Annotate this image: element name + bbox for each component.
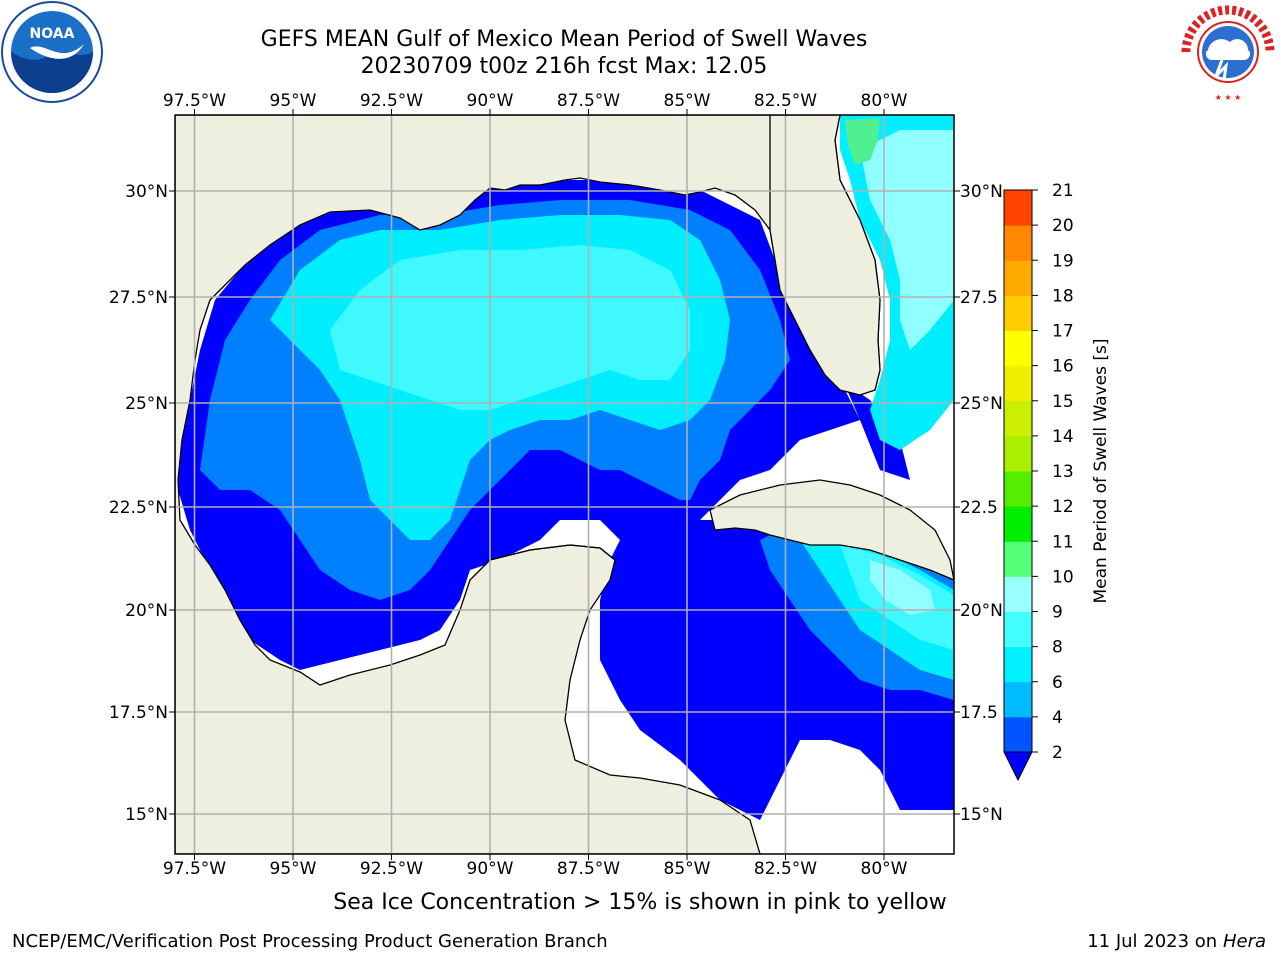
lon-label: 90°W [467, 91, 514, 111]
colorbar-segment [1004, 716, 1032, 753]
lat-label: 30°N [125, 182, 168, 202]
colorbar-tick-label: 18 [1052, 286, 1074, 306]
lon-label: 82.5°W [754, 91, 817, 111]
map-frame [174, 114, 955, 855]
colorbar-segment [1004, 541, 1032, 577]
lon-label: 80°W [861, 859, 908, 879]
lon-label: 97.5°W [163, 859, 226, 879]
colorbar-tick-label: 17 [1052, 322, 1074, 342]
lat-label: 20°N [960, 601, 1003, 621]
sea-ice-note: Sea Ice Concentration > 15% is shown in … [333, 890, 947, 915]
land-cuba [709, 479, 954, 581]
colorbar-tick-label: 10 [1052, 567, 1074, 587]
lat-labels-right: 30°N 27.5 25°N 22.5 20°N 17.5 15°N [960, 182, 1003, 825]
lon-label: 85°W [664, 91, 711, 111]
footer-machine: Hera [1222, 931, 1266, 952]
land-florida [769, 115, 881, 396]
chart-title: GEFS MEAN Gulf of Mexico Mean Period of … [260, 27, 868, 52]
colorbar-tick-label: 14 [1052, 427, 1074, 447]
lon-label: 92.5°W [360, 91, 423, 111]
colorbar-tick-label: 15 [1052, 392, 1074, 412]
lat-label: 15°N [960, 805, 1003, 825]
colorbar-segment [1004, 330, 1032, 367]
colorbar-tick-label: 8 [1052, 638, 1063, 658]
colorbar-segment [1004, 681, 1032, 718]
map-area [175, 115, 954, 854]
colorbar-tick-label: 6 [1052, 673, 1063, 693]
colorbar-segment [1004, 190, 1032, 226]
noaa-logo: NOAA [1, 1, 103, 103]
lat-label: 30°N [960, 182, 1003, 202]
noaa-logo-text: NOAA [30, 26, 75, 42]
chart-subtitle: 20230709 t00z 216h fcst Max: 12.05 [360, 54, 768, 79]
lon-label: 87.5°W [557, 859, 620, 879]
footer-credit: NCEP/EMC/Verification Post Processing Pr… [12, 931, 608, 952]
lat-label: 17.5 [960, 703, 998, 723]
lat-label: 25°N [960, 394, 1003, 414]
footer-date: 11 Jul 2023 on Hera [1087, 931, 1266, 952]
lat-label: 22.5°N [109, 498, 168, 518]
colorbar: 2 4 6 8 9 10 11 12 13 14 15 16 17 18 19 20 21 [1003, 181, 1074, 782]
colorbar-segment [1004, 295, 1032, 331]
lat-label: 25°N [125, 394, 168, 414]
colorbar-segment [1004, 435, 1032, 472]
lon-label: 92.5°W [360, 859, 423, 879]
lon-label: 87.5°W [557, 91, 620, 111]
colorbar-tick-label: 11 [1052, 532, 1074, 552]
colorbar-tick-label: 21 [1052, 181, 1074, 201]
land [175, 115, 954, 854]
nws-logo: ★ ★ ★ [1180, 4, 1276, 102]
svg-text:★ ★ ★: ★ ★ ★ [1215, 93, 1242, 102]
lat-label: 20°N [125, 601, 168, 621]
field-b6-8 [330, 245, 690, 410]
colorbar-label: Mean Period of Swell Waves [s] [1091, 339, 1111, 604]
lat-label: 27.5°N [109, 288, 168, 308]
lat-label: 27.5 [960, 288, 998, 308]
lon-label: 90°W [467, 859, 514, 879]
lon-label: 95°W [270, 859, 317, 879]
footer-date-text: 11 Jul 2023 on [1087, 931, 1223, 952]
colorbar-under-arrow [1003, 751, 1033, 782]
lon-label: 95°W [270, 91, 317, 111]
colorbar-tick-label: 13 [1052, 462, 1074, 482]
colorbar-tick-label: 16 [1052, 357, 1074, 377]
colorbar-segment [1004, 576, 1032, 612]
colorbar-tick-label: 9 [1052, 603, 1063, 623]
colorbar-segment [1004, 506, 1032, 542]
colorbar-tick-label: 20 [1052, 216, 1074, 236]
lat-labels-left: 30°N 27.5°N 25°N 22.5°N 20°N 17.5°N 15°N [109, 182, 168, 825]
colorbar-segment [1004, 611, 1032, 648]
colorbar-segment [1004, 260, 1032, 296]
colorbar-tick-label: 2 [1052, 743, 1063, 763]
colorbar-tick-label: 12 [1052, 497, 1074, 517]
lon-label: 85°W [664, 859, 711, 879]
colorbar-segment [1004, 471, 1032, 507]
graticule [175, 115, 954, 854]
colorbar-segment [1004, 225, 1032, 261]
field-b9-10-atl [845, 118, 880, 165]
lat-label: 17.5°N [109, 703, 168, 723]
colorbar-segment [1004, 400, 1032, 437]
colorbar-tick-label: 4 [1052, 708, 1063, 728]
colorbar-segment [1004, 646, 1032, 683]
lon-label: 97.5°W [163, 91, 226, 111]
colorbar-tick-label: 19 [1052, 251, 1074, 271]
lat-label: 15°N [125, 805, 168, 825]
lon-labels-top: 97.5°W 95°W 92.5°W 90°W 87.5°W 85°W 82.5… [163, 91, 908, 111]
coast-yucatan [489, 544, 616, 561]
field-b9-carib [870, 560, 935, 615]
lat-label: 22.5 [960, 498, 998, 518]
lon-labels-bottom: 97.5°W 95°W 92.5°W 90°W 87.5°W 85°W 82.5… [163, 859, 908, 879]
lon-label: 80°W [861, 91, 908, 111]
lon-label: 82.5°W [754, 859, 817, 879]
colorbar-segment [1004, 365, 1032, 402]
tick-marks [169, 109, 960, 860]
